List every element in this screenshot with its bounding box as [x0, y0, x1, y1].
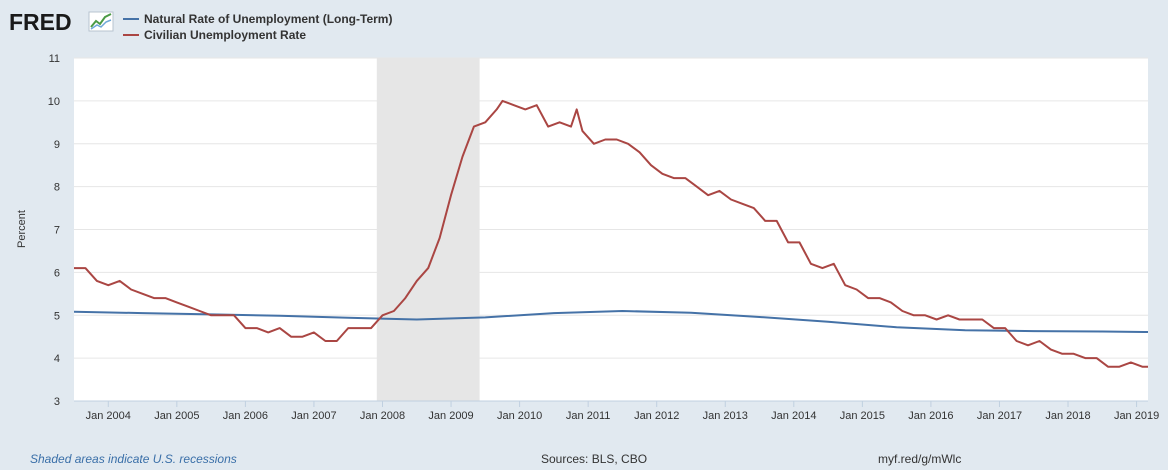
y-tick-label: 6 — [54, 267, 60, 279]
fred-logo-graph-icon — [88, 11, 114, 32]
x-tick-label: Jan 2010 — [497, 410, 542, 422]
x-tick-label: Jan 2018 — [1045, 410, 1090, 422]
x-tick-label: Jan 2013 — [703, 410, 748, 422]
x-tick-label: Jan 2009 — [428, 410, 473, 422]
legend-item-natural-rate[interactable]: Natural Rate of Unemployment (Long-Term) — [123, 12, 392, 26]
series-lines — [73, 99, 1149, 368]
x-tick-label: Jan 2012 — [634, 410, 679, 422]
x-axis: Jan 2004 Jan 2005 Jan 2006 Jan 2007 Jan 2008… — [74, 400, 1159, 422]
x-tick-label: Jan 2011 — [566, 410, 610, 422]
x-tick-label: Jan 2019 — [1114, 410, 1159, 422]
y-tick-label: 11 — [49, 53, 60, 65]
legend: Natural Rate of Unemployment (Long-Term)… — [123, 12, 392, 42]
sources-text: Sources: BLS, CBO — [541, 452, 648, 466]
y-tick-label: 10 — [48, 96, 60, 108]
fred-logo-text: FRED — [9, 9, 72, 35]
recession-note: Shaded areas indicate U.S. recessions — [30, 452, 237, 466]
legend-item-civilian-rate[interactable]: Civilian Unemployment Rate — [123, 28, 306, 42]
x-tick-label: Jan 2005 — [154, 410, 199, 422]
y-tick-label: 8 — [54, 182, 60, 194]
y-tick-label: 5 — [54, 310, 60, 322]
x-tick-label: Jan 2017 — [977, 410, 1022, 422]
series-line-natural-rate — [73, 310, 1149, 333]
series-line-civilian-rate — [74, 99, 1148, 368]
x-tick-label: Jan 2014 — [771, 410, 816, 422]
y-tick-label: 3 — [54, 396, 60, 408]
short-url[interactable]: myf.red/g/mWlc — [878, 452, 962, 466]
y-axis: 3 4 5 6 7 8 9 10 11 — [48, 53, 60, 408]
y-axis-title: Percent — [16, 210, 28, 248]
y-tick-label: 7 — [54, 225, 60, 237]
x-tick-label: Jan 2006 — [223, 410, 268, 422]
x-tick-label: Jan 2007 — [291, 410, 336, 422]
y-tick-label: 4 — [54, 353, 60, 365]
legend-label-civilian-rate: Civilian Unemployment Rate — [144, 28, 306, 42]
x-tick-label: Jan 2016 — [908, 410, 953, 422]
legend-label-natural-rate: Natural Rate of Unemployment (Long-Term) — [144, 12, 392, 26]
y-tick-label: 9 — [54, 139, 60, 151]
x-tick-label: Jan 2008 — [360, 410, 405, 422]
fred-logo[interactable]: FRED — [9, 9, 114, 35]
x-tick-label: Jan 2004 — [86, 410, 131, 422]
x-tick-label: Jan 2015 — [840, 410, 885, 422]
